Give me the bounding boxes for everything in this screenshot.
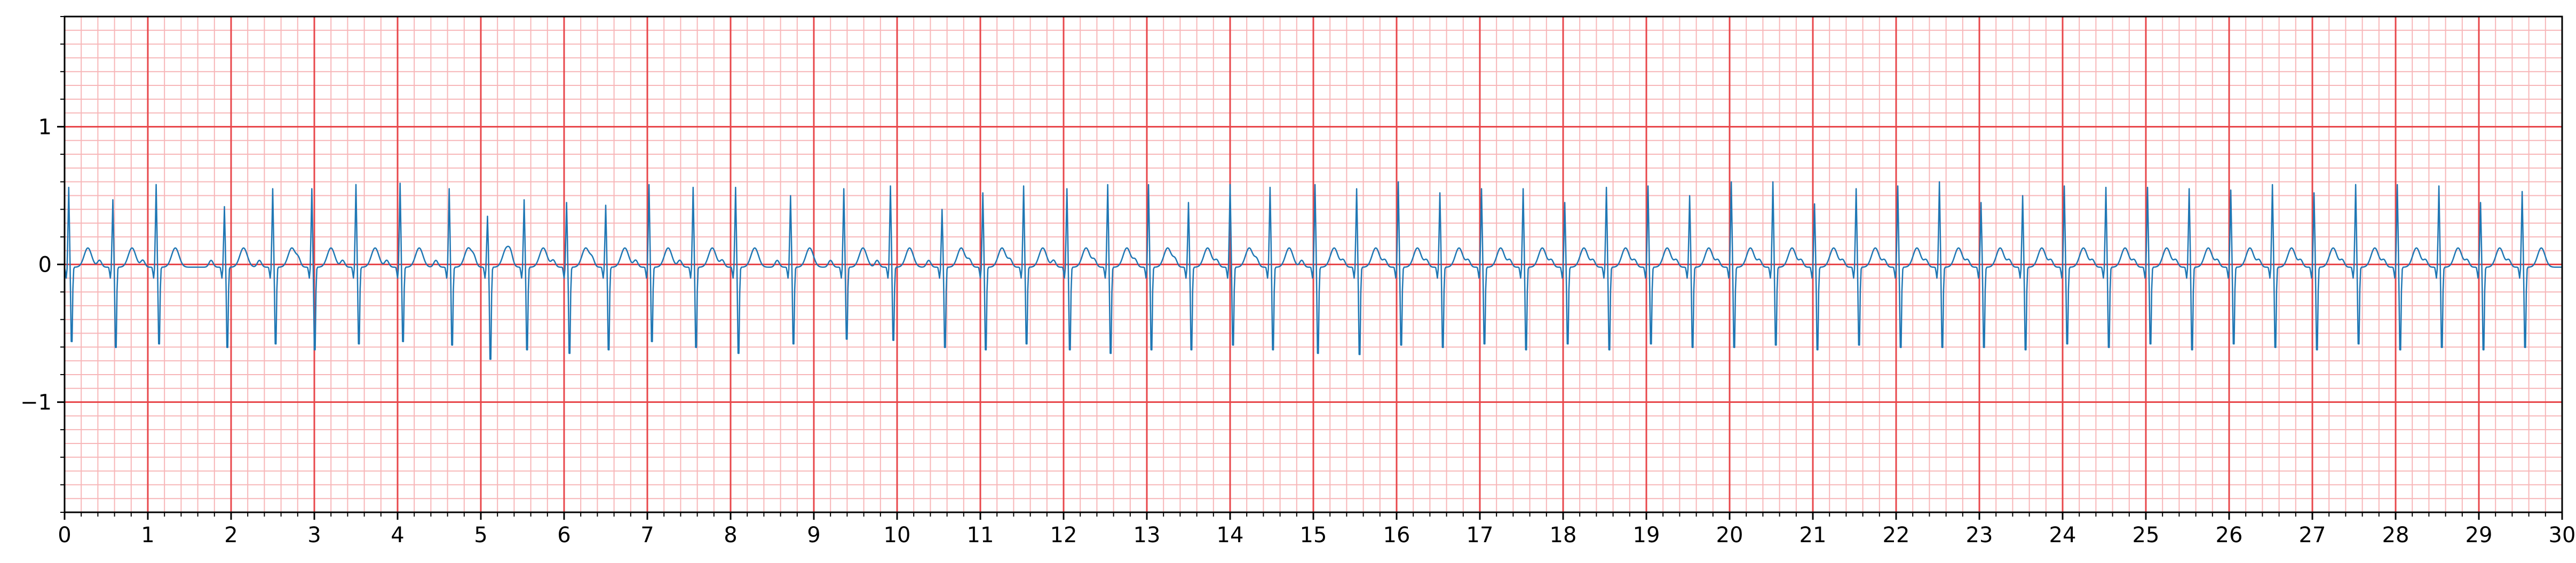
x-tick-label: 3	[307, 523, 321, 548]
x-tick-label: 15	[1300, 523, 1327, 548]
x-tick-label: 23	[1966, 523, 1993, 548]
x-ticks: 0 1 2 3 4 5 6 7 8 9 10 11 12 13 14 15 16 17 18 19 20 21 22 23 24…	[58, 512, 2575, 548]
x-tick-label: 30	[2549, 523, 2576, 548]
x-tick-label: 13	[1134, 523, 1161, 548]
x-tick-label: 27	[2299, 523, 2326, 548]
x-tick-label: 6	[557, 523, 570, 548]
series-layer	[64, 181, 2563, 360]
x-tick-label: 4	[391, 523, 404, 548]
y-tick-label: 1	[38, 115, 52, 139]
x-tick-label: 1	[141, 523, 154, 548]
x-tick-label: 2	[224, 523, 237, 548]
x-tick-label: 5	[474, 523, 487, 548]
x-tick-label: 12	[1050, 523, 1077, 548]
x-tick-label: 10	[884, 523, 911, 548]
y-tick-label: −1	[20, 391, 52, 415]
x-tick-label: 29	[2466, 523, 2493, 548]
x-tick-label: 14	[1217, 523, 1244, 548]
x-tick-label: 11	[967, 523, 994, 548]
ecg-series-line	[64, 181, 2563, 360]
x-tick-label: 26	[2216, 523, 2243, 548]
x-tick-label: 18	[1550, 523, 1577, 548]
x-tick-label: 24	[2049, 523, 2076, 548]
x-tick-label: 28	[2382, 523, 2409, 548]
x-tick-label: 7	[640, 523, 654, 548]
y-ticks: −1 0 1	[20, 16, 65, 513]
x-tick-label: 0	[58, 523, 71, 548]
x-tick-label: 25	[2133, 523, 2160, 548]
x-tick-label: 8	[724, 523, 737, 548]
y-tick-label: 0	[38, 253, 52, 277]
x-tick-label: 22	[1883, 523, 1910, 548]
x-tick-label: 9	[807, 523, 820, 548]
x-tick-label: 21	[1800, 523, 1827, 548]
x-tick-label: 20	[1716, 523, 1743, 548]
x-tick-label: 16	[1383, 523, 1410, 548]
x-tick-label: 19	[1633, 523, 1660, 548]
x-tick-label: 17	[1467, 523, 1494, 548]
